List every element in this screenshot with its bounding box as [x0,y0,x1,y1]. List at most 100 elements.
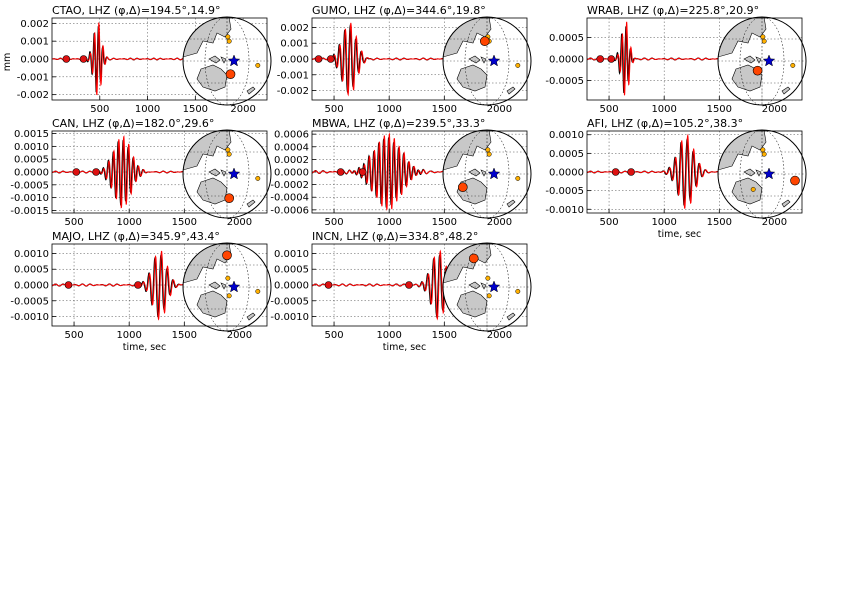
station-marker [760,147,766,153]
x-tick-label: 2000 [227,217,252,228]
station-marker [226,293,232,299]
phase-pick-marker [92,168,100,176]
phase-pick-marker [627,168,635,176]
x-tick-label: 1000 [651,217,676,228]
target-station-marker [479,36,490,47]
x-axis-label: time, sec [383,342,427,353]
y-tick-label: -0.002 [277,86,309,97]
globe-inset [717,16,807,106]
australia-landmass [196,290,228,318]
y-tick-label: -0.0015 [10,206,49,217]
station-marker [790,62,796,68]
x-tick-label: 2000 [487,217,512,228]
phase-pick-marker [324,281,333,289]
axes-frame [311,17,528,101]
y-tick-label: -0.0005 [10,296,49,307]
station-marker [761,151,767,157]
globe-meridian [739,130,785,218]
globe-outline [717,16,807,106]
axes-frame [311,243,528,327]
panel-title: INCN, LHZ (φ,Δ)=334.8°,48.2° [312,230,478,243]
australia-landmass [196,64,228,92]
station-marker [515,288,521,294]
panel-can: 500 1000 1500 20000.00150.00100.00050.0000-… [10,117,272,228]
y-tick-label: -0.002 [17,90,49,101]
x-tick-label: 1500 [432,330,457,341]
y-tick-label: -0.0010 [10,312,49,323]
y-tick-label: 0.0005 [14,155,49,166]
panel-title: CTAO, LHZ (φ,Δ)=194.5°,14.9° [52,4,221,17]
globe-meridian [204,243,250,331]
y-tick-label: 0.0010 [14,142,49,153]
phase-pick-marker [596,55,605,63]
x-tick-label: 1500 [432,217,457,228]
x-tick-label: 1500 [183,104,208,115]
y-tick-label: 0.002 [20,19,49,30]
station-marker [225,275,231,281]
x-tick-label: 1000 [135,104,160,115]
y-tick-label: 0.0006 [274,130,309,141]
y-axis-units-label: mm [2,53,13,72]
x-tick-label: 1500 [172,330,197,341]
globe-outline [182,129,272,219]
phase-pick-marker [611,168,620,176]
panel-title: WRAB, LHZ (φ,Δ)=225.8°,20.9° [587,4,759,17]
x-tick-label: 1500 [707,104,732,115]
target-station-marker [222,250,232,261]
x-tick-label: 1000 [376,217,401,228]
y-tick-label: 0.0010 [274,249,309,260]
globe-meridian [204,130,250,218]
phase-pick-marker [358,168,367,176]
panel-ctao: 500 1000 1500 2000 0.002 0.001 0.000 -0.001 -0.0… [17,4,272,115]
panel-title: GUMO, LHZ (φ,Δ)=344.6°,19.8° [312,4,486,17]
phase-pick-marker [72,168,81,176]
event-star-icon [227,54,241,67]
axes-frame [586,17,803,101]
y-tick-label: 0.0010 [549,130,584,141]
station-marker [760,34,766,40]
globe-outline [442,242,532,332]
y-tick-label: 0.0000 [549,168,584,179]
station-marker [485,275,491,281]
y-tick-label: -0.0005 [545,76,584,87]
y-tick-label: -0.0005 [10,180,49,191]
y-tick-label: 0.0000 [14,168,49,179]
y-tick-label: -0.001 [17,72,49,83]
globe-meridian [739,17,785,105]
globe-inset [182,16,272,106]
station-marker [225,34,231,40]
y-tick-label: 0.0002 [274,155,309,166]
globe-inset [442,242,532,332]
globe-inset [442,16,532,106]
event-star-icon [487,280,501,293]
axes-frame [51,17,268,101]
x-tick-label: 2000 [227,330,252,341]
x-tick-label: 1500 [172,217,197,228]
phase-pick-marker [64,281,73,289]
x-tick-label: 500 [325,104,344,115]
station-marker [255,175,261,181]
phase-pick-marker [314,55,323,63]
globe-meridian [464,17,510,105]
x-tick-label: 500 [325,330,344,341]
globe-meridian [204,17,250,105]
x-tick-label: 500 [90,104,109,115]
y-tick-label: -0.0006 [270,205,309,216]
globe-meridian [464,243,510,331]
phase-pick-marker [326,55,335,63]
y-tick-label: -0.0005 [545,186,584,197]
target-station-marker [457,182,468,192]
station-marker [515,175,521,181]
event-star-icon [227,167,241,180]
y-tick-label: -0.0002 [270,180,309,191]
x-tick-label: 1500 [432,104,457,115]
y-tick-label: -0.0010 [545,205,584,216]
panel-gumo: 500 1000 1500 2000 0.002 0.001 0.000 -0.001 -0.0… [277,4,532,115]
y-tick-label: 0.002 [280,23,309,34]
x-tick-label: 1000 [651,104,676,115]
x-tick-label: 2000 [230,104,255,115]
phase-pick-marker [607,55,616,63]
y-tick-label: -0.001 [277,70,309,81]
station-marker [750,186,756,192]
panel-title: CAN, LHZ (φ,Δ)=182.0°,29.6° [52,117,214,130]
